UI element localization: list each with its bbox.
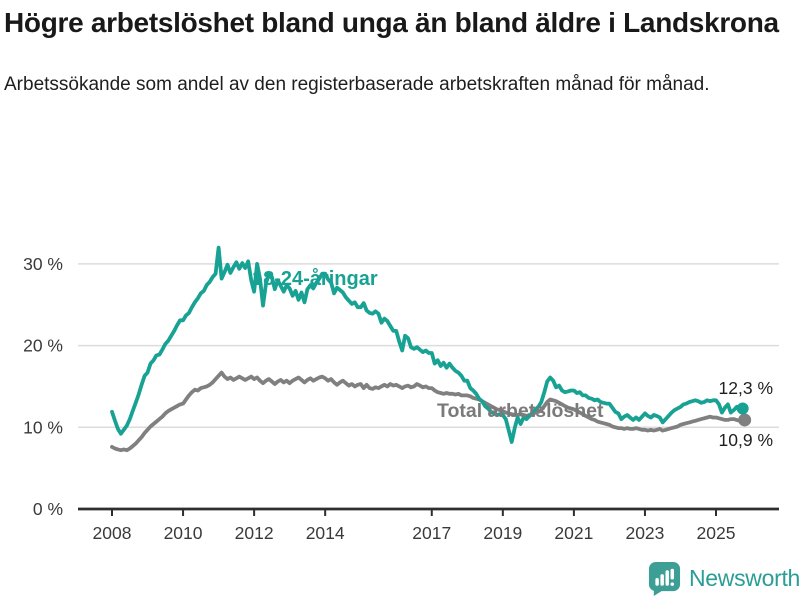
y-tick-label-30: 30 % bbox=[23, 254, 63, 274]
chart-header: Högre arbetslöshet bland unga än bland ä… bbox=[4, 4, 790, 100]
x-tick-label-2014: 2014 bbox=[306, 523, 345, 543]
x-axis bbox=[78, 507, 779, 516]
newsworthy-logo-icon bbox=[648, 561, 681, 596]
y-tick-label-10: 10 % bbox=[23, 417, 63, 437]
x-axis-labels: 2008 2010 2012 2014 2017 2019 2021 2023 2025 bbox=[93, 523, 736, 543]
x-tick-label-2010: 2010 bbox=[164, 523, 203, 543]
x-tick-label-2021: 2021 bbox=[554, 523, 593, 543]
x-tick-label-2025: 2025 bbox=[697, 523, 736, 543]
series-label-young: 18-24-åringar bbox=[252, 267, 378, 290]
y-axis-labels: 0 % 10 % 20 % 30 % bbox=[23, 254, 63, 519]
newsworthy-logo: Newsworthy bbox=[647, 561, 800, 596]
series-label-total: Total arbetslöshet bbox=[437, 400, 604, 422]
x-tick-label-2019: 2019 bbox=[483, 523, 522, 543]
series-line-total bbox=[110, 370, 745, 453]
x-tick-label-2008: 2008 bbox=[93, 523, 132, 543]
chart-subtitle: Arbetssökande som andel av den registerb… bbox=[4, 74, 710, 96]
chart-title: Högre arbetslöshet bland unga än bland ä… bbox=[4, 7, 779, 38]
series-end-dots bbox=[736, 402, 752, 427]
y-tick-label-0: 0 % bbox=[33, 499, 63, 519]
y-gridlines bbox=[78, 263, 779, 429]
end-value-label-total: 10,9 % bbox=[719, 430, 773, 450]
end-dot-young bbox=[736, 402, 749, 415]
y-tick-label-20: 20 % bbox=[23, 336, 63, 356]
x-tick-label-2012: 2012 bbox=[235, 523, 274, 543]
x-tick-label-2017: 2017 bbox=[412, 523, 451, 543]
end-dot-total bbox=[738, 413, 752, 427]
series-line-young bbox=[110, 245, 745, 444]
x-tick-label-2023: 2023 bbox=[625, 523, 664, 543]
end-value-label-young: 12,3 % bbox=[719, 378, 773, 398]
newsworthy-logo-text: Newsworthy bbox=[689, 565, 800, 591]
